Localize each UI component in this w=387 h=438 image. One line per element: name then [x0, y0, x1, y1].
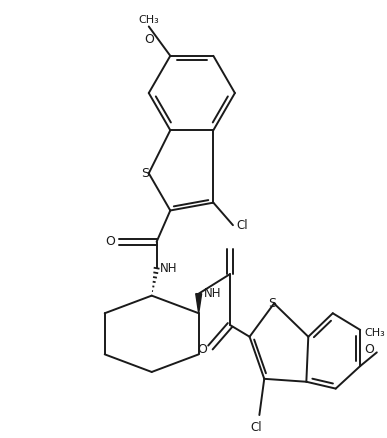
- Text: O: O: [144, 33, 154, 46]
- Text: NH: NH: [204, 287, 221, 300]
- Text: Cl: Cl: [251, 421, 262, 434]
- Text: S: S: [141, 167, 149, 180]
- Text: S: S: [268, 297, 276, 310]
- Text: O: O: [364, 343, 374, 356]
- Text: CH₃: CH₃: [364, 328, 385, 338]
- Text: O: O: [106, 235, 115, 248]
- Text: CH₃: CH₃: [139, 14, 159, 25]
- Text: O: O: [198, 343, 207, 356]
- Polygon shape: [196, 293, 202, 313]
- Text: NH: NH: [159, 262, 177, 275]
- Text: Cl: Cl: [237, 219, 248, 232]
